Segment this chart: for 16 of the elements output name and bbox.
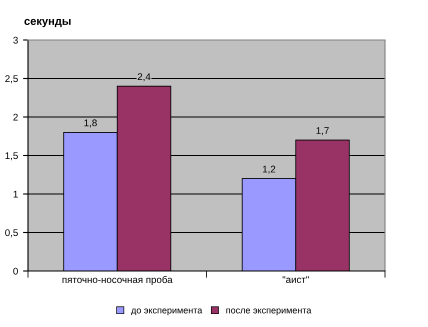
y-tick-label: 0,5 [5,229,18,238]
y-tick-label: 0 [13,268,18,275]
legend-label: после эксперимента [226,308,312,316]
data-label: 2,4 [138,73,150,82]
y-tick-label: 1 [14,190,18,198]
data-label: 1,2 [262,166,276,174]
y-tick-label: 1,5 [6,152,18,160]
x-tick-label: пяточно-носочная проба [62,276,173,286]
y-tick-label: 2,5 [5,75,18,84]
x-tick-label: "аист" [282,276,309,283]
data-label: 1,7 [316,127,329,136]
chart-title: секунды [24,18,71,28]
data-label: 1,8 [84,119,97,128]
y-tick-label: 2 [13,114,18,121]
y-tick-label: 3 [13,36,18,44]
legend-label: до эксперимента [131,308,202,316]
